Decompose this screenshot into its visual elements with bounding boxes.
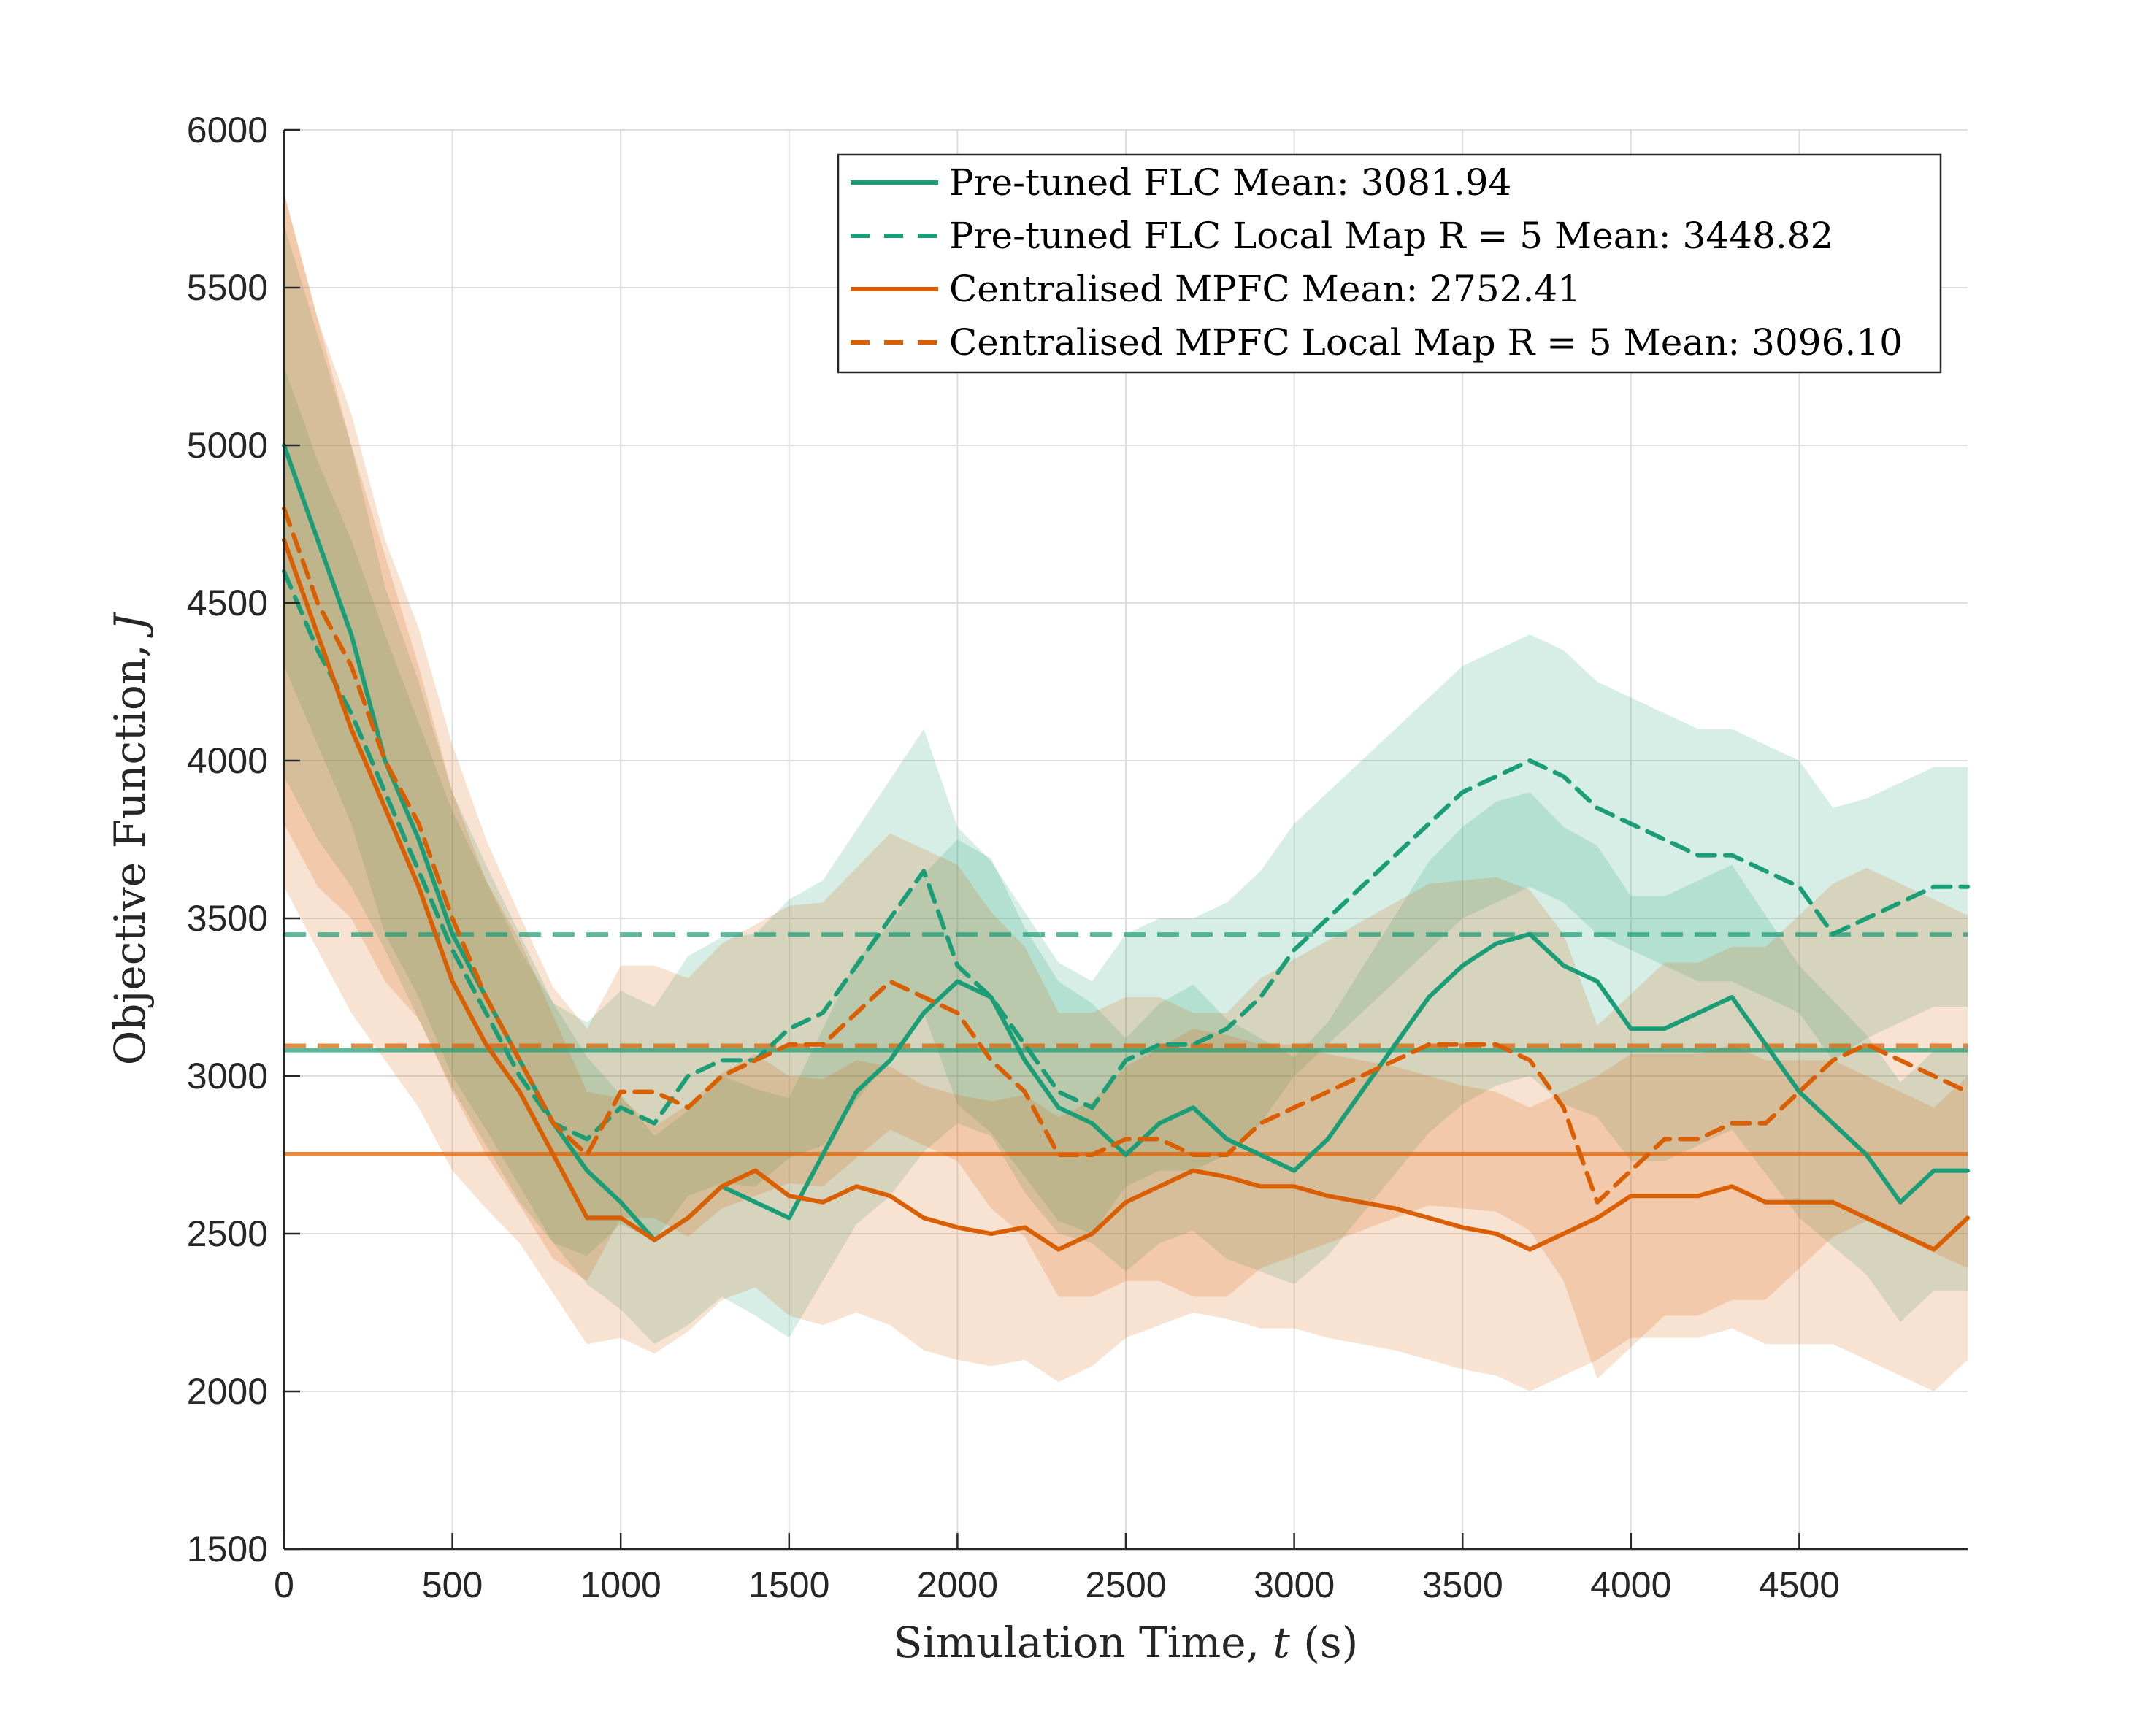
x-axis-title-variable: t	[1273, 1618, 1290, 1667]
legend: Pre-tuned FLC Mean: 3081.94 Pre-tuned FLC…	[837, 153, 1942, 374]
x-tick-label: 1000	[580, 1564, 661, 1605]
series-line-centralised-mpfc	[282, 537, 1970, 1252]
x-tick-label: 0	[274, 1564, 294, 1605]
x-tick-label: 4500	[1759, 1564, 1840, 1605]
y-tick-label: 3000	[187, 1056, 268, 1096]
x-axis-title-unit: (s)	[1290, 1618, 1358, 1667]
x-axis-title: Simulation Time, t (s)	[894, 1618, 1359, 1667]
series-line-pre-tuned-flc	[282, 443, 1970, 1242]
y-tick-label: 5000	[187, 425, 268, 466]
y-axis-title-text: Objective Function,	[105, 631, 155, 1065]
y-tick-label: 1500	[187, 1529, 268, 1570]
band-centralised-mpfc	[284, 193, 1968, 1391]
band-pre-tuned-flc	[284, 224, 1968, 1345]
y-axis-title-group: Objective Function, J	[105, 612, 155, 1065]
y-axis-title: Objective Function, J	[105, 612, 155, 1065]
legend-label-pre-tuned-flc: Pre-tuned FLC Mean: 3081.94	[949, 161, 1511, 204]
y-ticks: 1500 2000 2500 3000 3500 4000 4500 5000 5500 6000	[187, 110, 300, 1570]
x-tick-label: 2000	[917, 1564, 998, 1605]
legend-box	[837, 153, 1942, 374]
x-ticks: 0 500 1000 1500 2000 2500 3000 3500 4000 4500	[274, 1533, 1840, 1605]
y-tick-label: 5500	[187, 267, 268, 308]
series-line-pre-tuned-flc-local-map-r-5	[282, 569, 1970, 1142]
x-axis-title-text: Simulation Time,	[894, 1618, 1273, 1667]
y-tick-label: 3500	[187, 898, 268, 939]
legend-label-pre-tuned-flc-local-map-r-5: Pre-tuned FLC Local Map R = 5 Mean: 3448…	[949, 215, 1833, 257]
x-tick-label: 1500	[748, 1564, 829, 1605]
series-lines	[282, 443, 1970, 1252]
y-tick-label: 2000	[187, 1371, 268, 1412]
y-tick-label: 4000	[187, 740, 268, 781]
y-tick-label: 6000	[187, 110, 268, 150]
y-tick-label: 4500	[187, 583, 268, 623]
series-line-centralised-mpfc-local-map-r-5	[282, 506, 1970, 1205]
legend-label-centralised-mpfc: Centralised MPFC Mean: 2752.41	[949, 268, 1581, 310]
legend-label-centralised-mpfc-local-map-r-5: Centralised MPFC Local Map R = 5 Mean: 3…	[949, 321, 1903, 364]
x-tick-label: 3500	[1422, 1564, 1503, 1605]
band-pre-tuned-flc-local-map-r-5	[284, 366, 1968, 1256]
x-tick-label: 4000	[1590, 1564, 1671, 1605]
x-tick-label: 3000	[1254, 1564, 1335, 1605]
x-tick-label: 500	[422, 1564, 483, 1605]
x-tick-label: 2500	[1085, 1564, 1166, 1605]
y-tick-label: 2500	[187, 1213, 268, 1254]
